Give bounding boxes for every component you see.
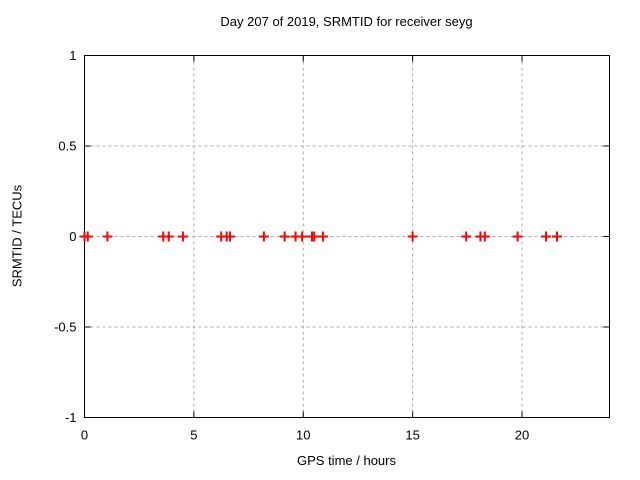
x-tick-label: 20 xyxy=(515,428,529,443)
data-point-marker xyxy=(461,231,472,242)
data-point-marker xyxy=(177,231,188,242)
data-point-marker xyxy=(479,231,490,242)
data-point-marker xyxy=(407,231,418,242)
data-point-marker xyxy=(512,231,523,242)
data-point-marker xyxy=(279,231,290,242)
data-point-marker xyxy=(552,231,562,242)
data-point-marker xyxy=(317,231,328,242)
data-point-marker xyxy=(224,231,235,242)
data-point-marker xyxy=(541,231,552,242)
y-tick-label: 1 xyxy=(69,48,76,63)
x-tick-label: 0 xyxy=(81,428,88,443)
data-point-marker xyxy=(82,231,93,242)
data-point-marker xyxy=(309,231,320,242)
y-tick-label: 0 xyxy=(69,229,76,244)
y-tick-label: -1 xyxy=(65,410,77,425)
x-tick-label: 15 xyxy=(405,428,419,443)
data-points xyxy=(79,231,562,242)
x-tick-label: 10 xyxy=(296,428,310,443)
data-point-marker xyxy=(102,231,113,242)
data-point-marker xyxy=(297,231,308,242)
data-point-marker xyxy=(258,231,269,242)
data-point-marker xyxy=(163,231,174,242)
x-tick-label: 5 xyxy=(190,428,197,443)
chart-title: Day 207 of 2019, SRMTID for receiver sey… xyxy=(220,14,473,29)
y-tick-label: -0.5 xyxy=(54,320,76,335)
y-tick-label: 0.5 xyxy=(58,139,76,154)
tick-labels: 0 5 10 15 20 1 0.5 0 -0.5 -1 xyxy=(54,48,529,443)
x-axis-label: GPS time / hours xyxy=(297,453,396,468)
